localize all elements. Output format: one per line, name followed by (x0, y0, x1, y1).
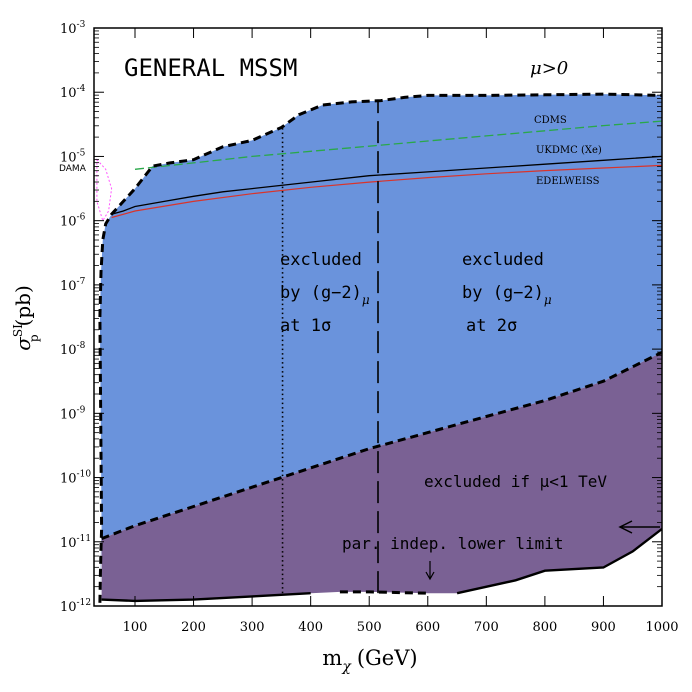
at-1sigma-label: at 1σ (280, 316, 331, 336)
y-tick-label: 10-6 (60, 213, 86, 230)
svg-text:σSIp(pb): σSIp(pb) (11, 285, 41, 351)
x-tick-label: 100 (123, 620, 148, 635)
experimental-limits (96, 120, 662, 222)
cdms-limit-curve (134, 120, 662, 170)
exclusion-regions (99, 94, 662, 603)
mu-condition: μ>0 (530, 58, 568, 79)
chart-title: GENERAL MSSM (124, 54, 297, 82)
ukdmc-limit-curve (111, 155, 662, 215)
y-axis-label: σSIp(pb) (11, 285, 41, 351)
y-tick-label: 10-8 (60, 341, 86, 358)
x-tick-label: 600 (415, 620, 440, 635)
by-g2-1sigma-label: by (g−2)μ (280, 283, 370, 307)
blue-lower-dashed-boundary (101, 350, 662, 540)
left-dashed-boundary (98, 316, 104, 603)
x-axis-ticks: 100 200 300 400 500 600 700 800 900 1000 (123, 28, 679, 635)
x-tick-label: 900 (591, 620, 616, 635)
plot-frame (93, 27, 663, 607)
y-tick-label: 10-12 (60, 598, 91, 615)
at-2sigma-label: at 2σ (466, 316, 517, 336)
y-tick-label: 10-5 (60, 148, 86, 165)
upper-dashed-boundary (98, 92, 662, 318)
lower-limit-dashed-line (339, 590, 428, 595)
lower-limit-arrow (425, 561, 435, 581)
y-tick-label: 10-7 (60, 277, 86, 294)
y-tick-label: 10-10 (60, 470, 91, 487)
x-tick-label: 700 (474, 620, 499, 635)
x-tick-label: 1000 (645, 620, 678, 635)
x-tick-label: 400 (298, 620, 323, 635)
y-tick-label: 10-9 (60, 405, 86, 422)
lower-limit-label: par. indep. lower limit (342, 534, 564, 553)
x-tick-label: 800 (532, 620, 557, 635)
excluded-if-mu-label: excluded if μ<1 TeV (424, 472, 607, 491)
mu-limit-arrow (618, 520, 660, 534)
y-tick-label: 10-4 (60, 84, 86, 101)
dama-region-curve (96, 158, 113, 222)
legend-dama: DAMA (59, 164, 87, 174)
x-tick-label: 500 (357, 620, 382, 635)
excluded-1sigma-label: excluded (280, 250, 362, 270)
y-axis-ticks: 10-12 10-11 10-10 10-9 10-8 10-7 10-6 10-5 10-4 1… (60, 20, 662, 615)
x-axis-label: mχ (GeV) (322, 646, 417, 675)
legend-cdms: CDMS (534, 115, 567, 126)
x-tick-label: 300 (240, 620, 265, 635)
x-tick-label: 200 (181, 620, 206, 635)
excluded-2sigma-label: excluded (462, 250, 544, 270)
y-tick-label: 10-3 (60, 20, 86, 37)
excluded-gminus2-region (99, 94, 662, 603)
y-tick-label: 10-11 (60, 534, 91, 551)
excluded-mu-1tev-region (101, 352, 662, 601)
legend-ukdmc: UKDMC (Xe) (536, 145, 602, 156)
legend-edelweiss: EDELWEISS (536, 176, 600, 187)
by-g2-2sigma-label: by (g−2)μ (462, 283, 552, 307)
edelweiss-limit-curve (111, 164, 662, 219)
